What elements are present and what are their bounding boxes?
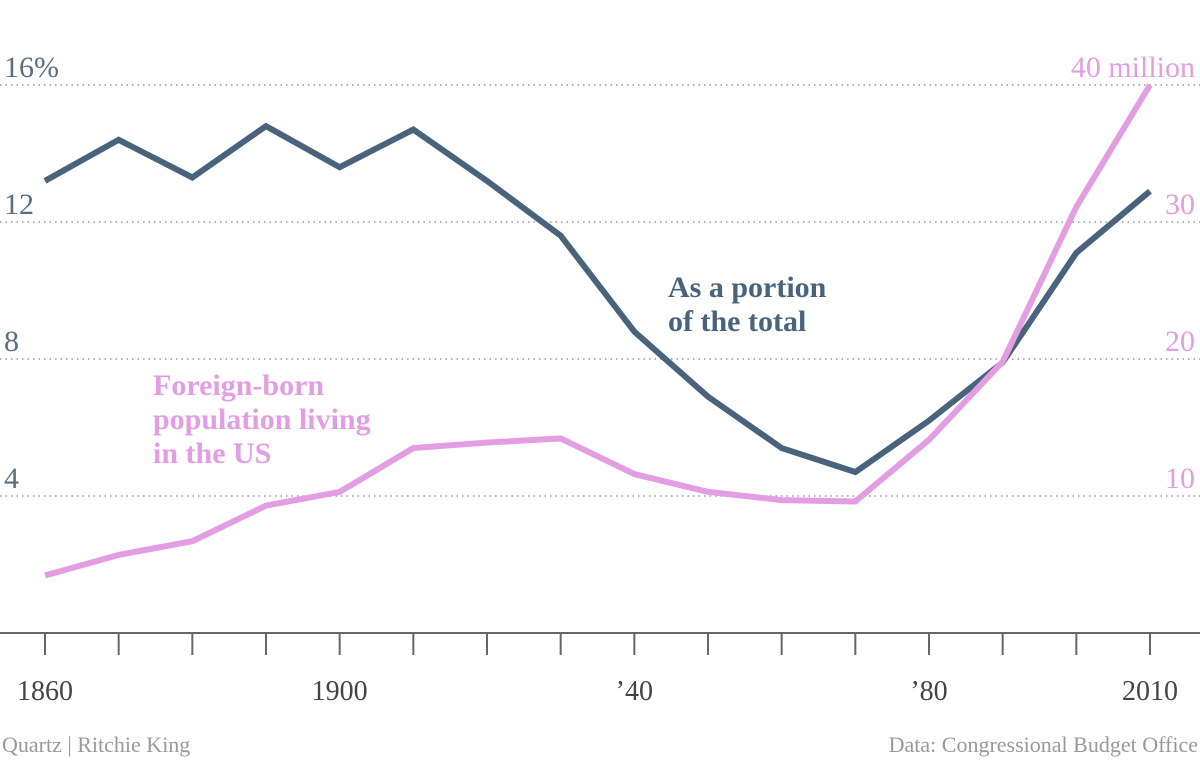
y2-tick-label: 30 [1165,188,1195,221]
y-tick-label: 16% [4,51,59,84]
y-tick-label: 4 [4,462,19,495]
annotation: of the total [668,305,806,338]
y2-tick-label: 20 [1165,325,1195,358]
annotation: in the US [153,437,271,470]
y2-tick-label: 40 million [1071,51,1195,84]
y-tick-label: 12 [4,188,34,221]
x-tick-label: 1900 [312,676,368,707]
x-tick-label: 2010 [1122,676,1178,707]
annotation: population living [153,403,371,436]
x-tick-label: ’40 [616,676,653,707]
annotation: As a portion [668,271,827,304]
y-tick-label: 8 [4,325,19,358]
x-tick-label: ’80 [910,676,947,707]
series-line [44,83,1153,579]
credit: Quartz | Ritchie King [2,732,190,757]
annotation: Foreign-born [153,369,324,402]
x-tick-label: 1860 [17,676,73,707]
series-line [43,122,1152,476]
y2-tick-label: 10 [1165,462,1195,495]
source: Data: Congressional Budget Office [889,732,1198,757]
